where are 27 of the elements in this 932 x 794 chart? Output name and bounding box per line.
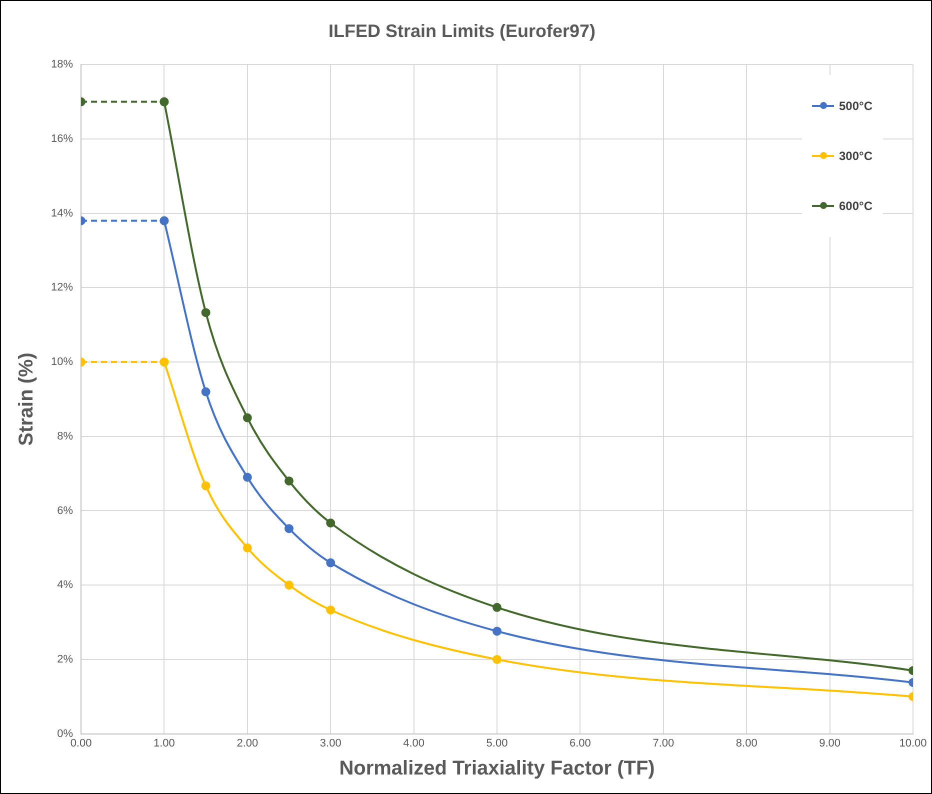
- x-tick-label: 1.00: [154, 737, 175, 750]
- y-axis-title: Strain (%): [16, 352, 38, 446]
- y-tick-label: 6%: [57, 504, 74, 517]
- y-tick-label: 8%: [57, 430, 74, 442]
- legend-label: 300°C: [839, 148, 872, 163]
- x-tick-label: 5.00: [486, 737, 508, 750]
- x-tick-label: 10.00: [899, 737, 927, 750]
- x-tick-label: 9.00: [819, 737, 841, 750]
- y-tick-label: 10%: [50, 356, 74, 368]
- x-tick-label: 4.00: [403, 737, 425, 750]
- chart-title: ILFED Strain Limits (Eurofer97): [328, 20, 596, 41]
- y-tick-label: 4%: [57, 579, 74, 592]
- y-tick-label: 12%: [50, 282, 74, 294]
- x-tick-label: 0.00: [70, 737, 92, 750]
- x-axis-title: Normalized Triaxiality Factor (TF): [339, 758, 655, 780]
- y-tick-label: 2%: [57, 653, 74, 666]
- x-tick-label: 7.00: [652, 737, 674, 750]
- legend-label: 600°C: [839, 198, 872, 213]
- x-tick-label: 8.00: [736, 737, 758, 750]
- x-tick-label: 3.00: [320, 737, 342, 750]
- y-tick-label: 16%: [50, 132, 74, 145]
- legend-label: 500°C: [839, 98, 872, 113]
- x-tick-label: 6.00: [569, 737, 591, 750]
- y-tick-label: 0%: [57, 728, 74, 740]
- x-tick-label: 2.00: [236, 737, 258, 750]
- y-tick-label: 18%: [50, 58, 74, 71]
- y-tick-label: 14%: [50, 207, 74, 220]
